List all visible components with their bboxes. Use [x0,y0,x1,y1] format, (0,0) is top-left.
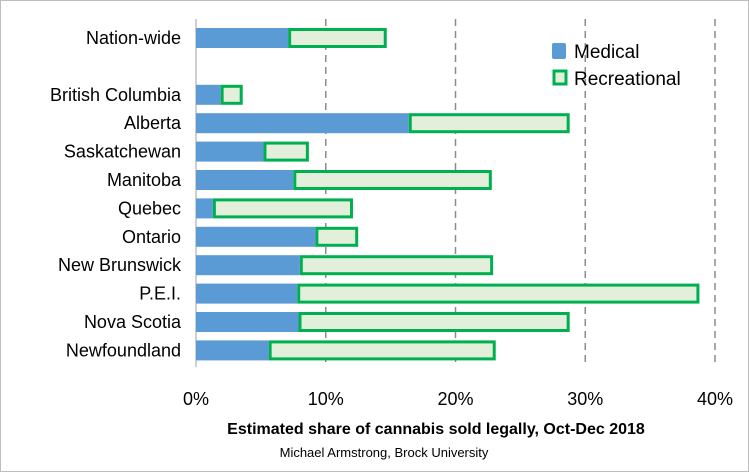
x-tick-label: 20% [437,389,473,409]
bar-medical [196,226,316,247]
x-tick-label: 10% [308,389,344,409]
bar-recreational [212,198,353,219]
bar-medical [196,198,213,219]
category-label: P.E.I. [139,284,181,304]
bar-recreational [299,255,494,276]
bar-medical [196,113,409,134]
legend-label-medical: Medical [574,42,639,63]
bar-recreational [298,312,570,332]
bar-recreational [297,283,700,304]
bar-recreational [268,340,496,361]
category-label: Manitoba [107,170,182,190]
category-label: Saskatchewan [64,142,181,162]
category-label: Ontario [122,227,181,247]
bar-medical [196,312,299,332]
category-label: Quebec [118,198,181,218]
bar-medical [196,255,300,276]
bar-medical [196,340,269,361]
bar-medical [196,141,264,162]
category-label: British Columbia [50,85,182,105]
legend-swatch-recreational [552,69,568,86]
x-tick-label: 40% [697,389,733,409]
legend-swatch-medical [552,43,566,59]
credit-text: Michael Armstrong, Brock University [280,445,489,460]
bar-medical [196,283,298,304]
x-axis-label: Estimated share of cannabis sold legally… [227,421,645,438]
bar-recreational [263,141,309,162]
bar-recreational [220,84,243,105]
bar-recreational [315,226,359,247]
x-tick-label: 0% [183,389,209,409]
legend: Medical Recreational [552,42,681,90]
category-label: Nation-wide [86,28,181,48]
bar-medical [196,28,289,48]
category-label: Newfoundland [66,340,181,360]
category-label: New Brunswick [58,255,182,275]
bar-medical [196,170,294,190]
bar-recreational [293,170,492,190]
legend-label-recreational: Recreational [574,69,681,90]
bar-recreational [288,28,387,48]
category-label: Alberta [124,113,182,133]
bar-recreational [408,113,570,134]
category-label: Nova Scotia [84,312,182,332]
x-tick-label: 30% [567,389,603,409]
bar-medical [196,84,221,105]
